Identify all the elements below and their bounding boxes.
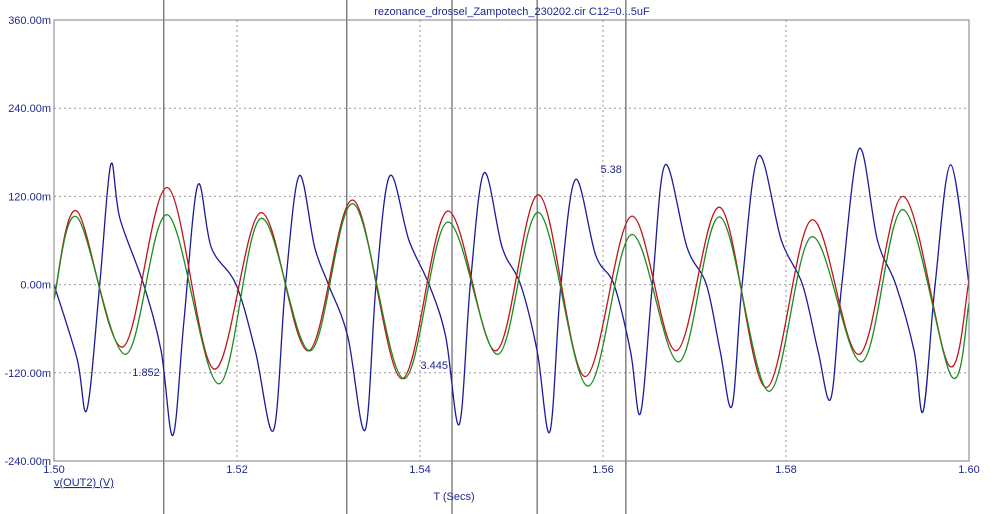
- y-tick-label: -240.00m: [5, 456, 51, 468]
- series-line: [53, 147, 970, 436]
- x-tick-label: 1.54: [409, 464, 430, 476]
- plot-border: [53, 19, 970, 462]
- x-tick-labels: 1.50 1.52 1.54 1.56 1.58 1.60: [43, 464, 979, 476]
- series-line: [53, 186, 970, 389]
- cursor-value-label: 3.445: [420, 360, 448, 372]
- cursor-value-label: 1.852: [132, 367, 160, 379]
- cursor-labels: 1.852 3.445 5.38: [132, 164, 622, 379]
- y-tick-label: 120.00m: [8, 191, 51, 203]
- y-tick-label: 360.00m: [8, 15, 51, 27]
- x-tick-label: 1.52: [226, 464, 247, 476]
- cursor-value-label: 5.38: [600, 164, 621, 176]
- x-tick-label: 1.60: [958, 464, 979, 476]
- y-tick-label: 0.00m: [20, 280, 51, 292]
- cursor-lines: [163, 0, 627, 514]
- chart-title: rezonance_drossel_Zampotech_230202.cir C…: [374, 6, 650, 18]
- series-line: [53, 203, 970, 392]
- y-axis-label[interactable]: v(OUT2) (V): [54, 477, 114, 489]
- x-axis-label: T (Secs): [433, 491, 474, 503]
- y-tick-label: -120.00m: [5, 368, 51, 380]
- x-tick-label: 1.56: [592, 464, 613, 476]
- x-tick-label: 1.58: [775, 464, 796, 476]
- x-tick-label: 1.50: [43, 464, 64, 476]
- y-tick-label: 240.00m: [8, 103, 51, 115]
- y-tick-labels: -240.00m -120.00m 0.00m 120.00m 240.00m 360.0…: [5, 15, 51, 468]
- plot-frame: [53, 19, 970, 462]
- series-layer: [53, 147, 970, 436]
